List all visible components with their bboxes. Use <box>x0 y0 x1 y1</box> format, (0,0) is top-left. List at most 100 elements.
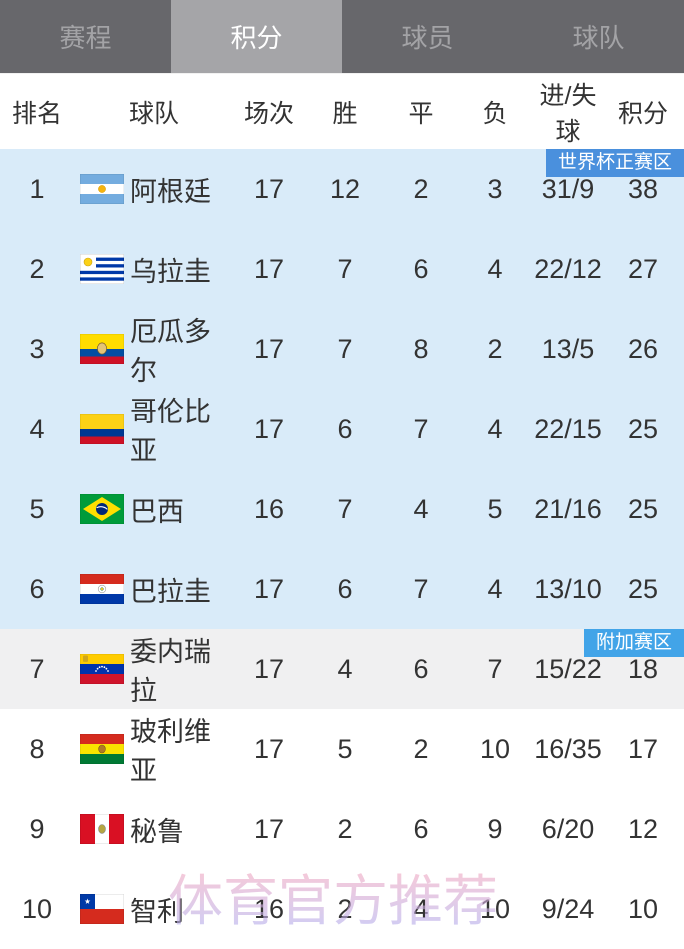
played-value: 17 <box>253 413 285 444</box>
table-row[interactable]: 8 玻利维亚 17 5 2 10 16/35 17 <box>0 709 684 789</box>
tab-schedule[interactable]: 赛程 <box>0 0 171 73</box>
loss-value: 5 <box>487 493 503 524</box>
team-name: 巴拉圭 <box>130 576 211 607</box>
team-name: 哥伦比亚 <box>130 397 211 466</box>
draw-value: 7 <box>413 413 429 444</box>
header-rank: 排名 <box>11 99 62 128</box>
draw-value: 2 <box>413 733 429 764</box>
header-win: 胜 <box>332 99 358 128</box>
goals-value: 13/5 <box>541 333 595 364</box>
loss-value: 10 <box>479 733 511 764</box>
goals-value: 16/35 <box>534 733 602 764</box>
rank-value: 6 <box>29 573 45 604</box>
flag-uruguay-icon <box>80 254 124 284</box>
rank-value: 1 <box>29 173 45 204</box>
draw-value: 4 <box>413 493 429 524</box>
team-name: 厄瓜多尔 <box>130 317 211 386</box>
goals-value: 21/16 <box>534 493 602 524</box>
header-points: 积分 <box>617 99 668 128</box>
played-value: 17 <box>253 173 285 204</box>
points-value: 38 <box>627 173 659 204</box>
win-value: 12 <box>329 173 361 204</box>
points-value: 27 <box>627 253 659 284</box>
table-header-row: 排名 球队 场次 胜 平 负 进/失球 积分 <box>0 73 684 149</box>
rank-value: 8 <box>29 733 45 764</box>
flag-peru-icon <box>80 814 124 844</box>
points-value: 25 <box>627 413 659 444</box>
table-row[interactable]: 5 巴西 16 7 4 5 21/16 25 <box>0 469 684 549</box>
points-value: 25 <box>627 573 659 604</box>
header-goals: 进/失球 <box>539 81 597 146</box>
draw-value: 7 <box>413 573 429 604</box>
header-played: 场次 <box>243 99 294 128</box>
win-value: 6 <box>337 573 353 604</box>
team-name: 阿根廷 <box>130 176 211 207</box>
draw-value: 6 <box>413 653 429 684</box>
team-name: 巴西 <box>130 496 184 527</box>
loss-value: 4 <box>487 573 503 604</box>
rank-value: 5 <box>29 493 45 524</box>
points-value: 17 <box>627 733 659 764</box>
flag-paraguay-icon <box>80 574 124 604</box>
team-name: 乌拉圭 <box>130 256 211 287</box>
rank-value: 9 <box>29 813 45 844</box>
played-value: 17 <box>253 333 285 364</box>
win-value: 7 <box>337 333 353 364</box>
tab-bar: 赛程 积分 球员 球队 <box>0 0 684 73</box>
goals-value: 6/20 <box>541 813 595 844</box>
goals-value: 9/24 <box>541 893 595 924</box>
win-value: 4 <box>337 653 353 684</box>
table-row[interactable]: 10 智利 16 2 4 10 9/24 10 <box>0 869 684 949</box>
draw-value: 6 <box>413 813 429 844</box>
loss-value: 9 <box>487 813 503 844</box>
table-row[interactable]: 附加赛区 7 委内瑞拉 17 4 6 7 15/22 18 <box>0 629 684 709</box>
loss-value: 7 <box>487 653 503 684</box>
goals-value: 22/12 <box>534 253 602 284</box>
team-name: 秘鲁 <box>130 816 184 847</box>
rank-value: 4 <box>29 413 45 444</box>
points-value: 10 <box>627 893 659 924</box>
flag-venezuela-icon <box>80 654 124 684</box>
goals-value: 15/22 <box>534 653 602 684</box>
tab-standings-label: 积分 <box>230 23 283 53</box>
flag-ecuador-icon <box>80 334 124 364</box>
tab-players[interactable]: 球员 <box>342 0 513 73</box>
flag-colombia-icon <box>80 414 124 444</box>
flag-argentina-icon <box>80 174 124 204</box>
table-row[interactable]: 4 哥伦比亚 17 6 7 4 22/15 25 <box>0 389 684 469</box>
win-value: 7 <box>337 253 353 284</box>
zone-badge: 世界杯正赛区 <box>545 149 684 177</box>
rank-value: 10 <box>21 893 53 924</box>
zone-badge: 附加赛区 <box>583 629 684 657</box>
points-value: 18 <box>627 653 659 684</box>
win-value: 2 <box>337 893 353 924</box>
tab-players-label: 球员 <box>401 23 454 53</box>
win-value: 6 <box>337 413 353 444</box>
played-value: 16 <box>253 493 285 524</box>
tab-teams[interactable]: 球队 <box>513 0 684 73</box>
table-row[interactable]: 2 乌拉圭 17 7 6 4 22/12 27 <box>0 229 684 309</box>
tab-schedule-label: 赛程 <box>59 23 112 53</box>
played-value: 16 <box>253 893 285 924</box>
loss-value: 2 <box>487 333 503 364</box>
table-row[interactable]: 3 厄瓜多尔 17 7 8 2 13/5 26 <box>0 309 684 389</box>
rank-value: 2 <box>29 253 45 284</box>
loss-value: 4 <box>487 253 503 284</box>
points-value: 12 <box>627 813 659 844</box>
win-value: 2 <box>337 813 353 844</box>
tab-standings[interactable]: 积分 <box>171 0 342 73</box>
flag-chile-icon <box>80 894 124 924</box>
header-team: 球队 <box>128 99 179 128</box>
played-value: 17 <box>253 653 285 684</box>
team-name: 委内瑞拉 <box>130 637 211 706</box>
table-row[interactable]: 6 巴拉圭 17 6 7 4 13/10 25 <box>0 549 684 629</box>
table-row[interactable]: 9 秘鲁 17 2 6 9 6/20 12 <box>0 789 684 869</box>
loss-value: 4 <box>487 413 503 444</box>
win-value: 5 <box>337 733 353 764</box>
table-row[interactable]: 世界杯正赛区 1 阿根廷 17 12 2 3 31/9 38 <box>0 149 684 229</box>
flag-bolivia-icon <box>80 734 124 764</box>
rank-value: 3 <box>29 333 45 364</box>
goals-value: 13/10 <box>534 573 602 604</box>
points-value: 26 <box>627 333 659 364</box>
draw-value: 8 <box>413 333 429 364</box>
